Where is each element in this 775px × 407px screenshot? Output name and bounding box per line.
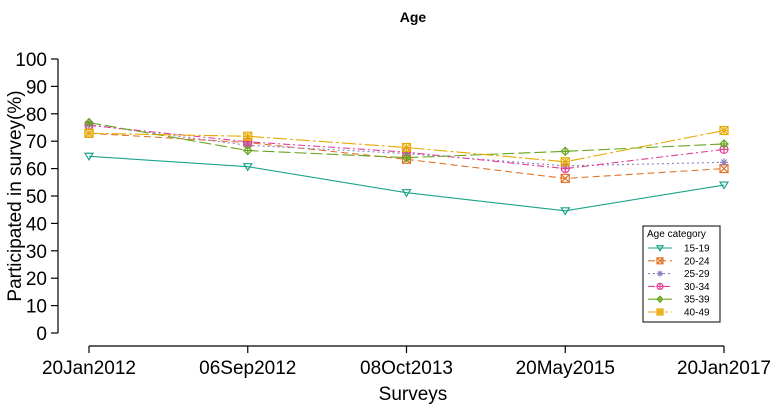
y-tick-label: 70: [26, 132, 47, 153]
series-line: [88, 124, 725, 167]
data-point: [83, 152, 95, 162]
data-point: [655, 245, 665, 252]
legend-label: 40-49: [684, 308, 710, 319]
data-point: [84, 117, 94, 128]
data-point: [656, 295, 664, 304]
y-axis-title: Participated in survey(%): [5, 90, 26, 301]
series-35-39: [84, 117, 729, 163]
x-tick-label: 08Oct2013: [360, 358, 453, 379]
y-tick-label: 100: [15, 50, 47, 71]
data-point: [718, 181, 730, 190]
data-point: [656, 257, 664, 265]
legend-label: 20-24: [684, 256, 710, 267]
data-point: [719, 139, 729, 149]
y-tick-label: 0: [36, 324, 47, 345]
data-point: [719, 125, 729, 136]
y-tick-label: 60: [26, 160, 47, 181]
data-point: [560, 173, 570, 184]
data-point: [401, 189, 412, 198]
x-axis-title: Surveys: [379, 384, 448, 405]
y-tick-label: 90: [26, 77, 47, 98]
y-tick-label: 80: [26, 105, 47, 126]
y-tick-label: 10: [26, 297, 47, 318]
legend-item: 40-49: [648, 308, 710, 319]
x-tick-label: 20Jan2012: [42, 358, 136, 379]
data-point: [560, 146, 571, 157]
data-point: [656, 282, 664, 290]
legend-item: 20-24: [648, 256, 710, 267]
data-point: [560, 157, 570, 167]
x-axis: 20Jan2012 06Sep2012 08Oct2013 20May2015 20Ja…: [42, 345, 771, 379]
series-40-49: [84, 125, 729, 167]
legend-item: 15-19: [648, 244, 710, 255]
legend-label: 25-29: [684, 269, 710, 280]
data-point: [84, 128, 94, 138]
data-point: [401, 152, 412, 163]
data-point: [401, 142, 412, 153]
series-line: [88, 132, 725, 180]
legend-label: 30-34: [684, 282, 710, 293]
data-point: [242, 163, 253, 172]
data-point: [657, 270, 663, 277]
y-axis: 0 10 20 30 40 50 60 70 80 90 100: [15, 50, 59, 345]
legend-item: 25-29: [648, 269, 710, 280]
data-point: [656, 308, 664, 316]
data-point: [243, 131, 253, 141]
data-point: [560, 207, 571, 216]
x-tick-label: 06Sep2012: [199, 358, 296, 379]
y-tick-label: 30: [26, 242, 47, 263]
y-tick-label: 50: [26, 187, 47, 208]
x-tick-label: 20Jan2017: [677, 358, 771, 379]
chart-title: Age: [400, 9, 427, 25]
series-15-19: [83, 152, 730, 216]
y-tick-label: 40: [26, 214, 47, 235]
series-layer: [83, 117, 730, 216]
data-point: [720, 158, 728, 167]
legend-title: Age category: [647, 229, 706, 240]
legend-label: 15-19: [684, 244, 710, 255]
legend-label: 35-39: [684, 295, 710, 306]
x-tick-label: 20May2015: [516, 358, 615, 379]
data-point: [242, 145, 253, 156]
legend-box: [642, 225, 721, 323]
series-line: [88, 155, 725, 212]
legend-item: 30-34: [648, 282, 710, 293]
legend-item: 35-39: [648, 295, 710, 306]
y-tick-label: 20: [26, 269, 47, 290]
